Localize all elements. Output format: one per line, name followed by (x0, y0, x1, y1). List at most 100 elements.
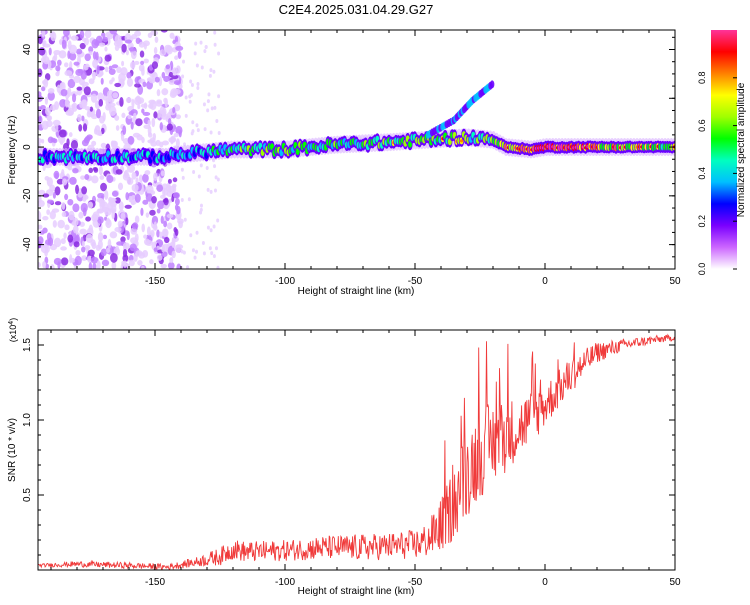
heatmap-cell (142, 173, 149, 183)
heatmap-cell (129, 61, 136, 69)
heatmap-cell (192, 169, 196, 174)
heatmap-cell (142, 249, 149, 258)
heatmap-cell (43, 43, 51, 48)
heatmap-cell (197, 174, 201, 179)
heatmap-cell (140, 60, 145, 65)
heatmap-cell (52, 220, 57, 228)
heatmap-cell (88, 167, 94, 174)
heatmap-cell (72, 168, 79, 174)
heatmap-cell (148, 103, 154, 109)
heatmap-cell (52, 192, 57, 199)
heatmap-cell (44, 107, 51, 116)
heatmap-cell (154, 76, 160, 83)
heatmap-cell (64, 98, 70, 108)
heatmap-cell (173, 227, 178, 233)
heatmap-cell (121, 43, 127, 53)
heatmap-cell (38, 47, 46, 56)
heatmap-cell (41, 40, 47, 45)
heatmap-cell (125, 49, 130, 56)
heatmap-cell (206, 108, 210, 113)
heatmap-cell (75, 249, 81, 256)
heatmap-cell (81, 115, 85, 122)
heatmap-cell (38, 36, 43, 45)
heatmap-cell (104, 66, 109, 73)
heatmap-cell (150, 140, 158, 147)
heatmap-cell (295, 148, 300, 156)
heatmap-cell (173, 132, 180, 138)
heatmap-cell (184, 95, 188, 100)
heatmap-cell (53, 257, 62, 266)
heatmap-cell (74, 255, 82, 266)
heatmap-cell (46, 209, 51, 215)
heatmap-cell (38, 262, 41, 268)
heatmap-cell (99, 175, 105, 180)
heatmap-cell (63, 30, 70, 37)
heatmap-cell (147, 119, 151, 127)
heatmap-cell (46, 177, 53, 187)
heatmap-cell (171, 239, 176, 248)
heatmap-cell (206, 187, 210, 192)
heatmap-cell (38, 106, 43, 111)
heatmap-cell (123, 260, 127, 268)
x-tick-label: -150 (145, 276, 165, 287)
heatmap-cell (213, 42, 217, 47)
heatmap-cell (69, 254, 73, 264)
heatmap-cell (112, 92, 119, 99)
heatmap-cell (159, 194, 166, 199)
heatmap-cell (81, 255, 88, 262)
heatmap-cell (68, 132, 73, 138)
heatmap-cell (118, 201, 124, 211)
heatmap-cell (125, 217, 129, 226)
heatmap-cell (70, 139, 79, 150)
x-tick-label: -100 (275, 276, 295, 287)
x-tick-label: -150 (145, 577, 165, 588)
heatmap-cell (143, 234, 148, 239)
heatmap-cell (130, 121, 134, 130)
heatmap-cell (191, 248, 195, 253)
y-tick-label: 1.0 (22, 413, 33, 427)
heatmap-cell (73, 241, 80, 248)
heatmap-cell (88, 262, 93, 269)
heatmap-cell (196, 82, 200, 87)
heatmap-cell (168, 71, 173, 78)
heatmap-cell (119, 97, 124, 107)
heatmap-cell (169, 257, 174, 264)
heatmap-cell (181, 59, 185, 64)
heatmap-cell (217, 51, 221, 56)
heatmap-cell (114, 115, 120, 121)
heatmap-cell (47, 88, 55, 94)
heatmap-cell (56, 59, 62, 66)
colorbar-tick-label: 0.4 (697, 167, 707, 180)
heatmap-cell (45, 263, 50, 269)
colorbar-scale (711, 30, 737, 269)
heatmap-cell (38, 236, 44, 245)
heatmap-cell (118, 72, 126, 83)
heatmap-cell (96, 64, 100, 75)
x-tick-label: -50 (408, 577, 423, 588)
heatmap-cell (184, 113, 188, 118)
heatmap-cell (165, 64, 171, 70)
heatmap-cell (81, 37, 87, 42)
heatmap-cell (129, 243, 137, 252)
heatmap-cell (50, 31, 57, 42)
heatmap-cell (89, 106, 94, 112)
heatmap-cell (111, 64, 119, 69)
heatmap-cell (191, 120, 195, 125)
heatmap-cell (81, 246, 86, 253)
heatmap-cell (117, 220, 123, 228)
heatmap-cell (204, 45, 208, 50)
heatmap-cell (43, 56, 50, 65)
heatmap-cell (49, 210, 56, 220)
heatmap-cell (54, 201, 62, 206)
heatmap-cell (99, 202, 106, 208)
heatmap-cell (217, 130, 221, 135)
heatmap-cell (82, 99, 88, 108)
heatmap-cell (489, 80, 495, 89)
heatmap-cell (150, 229, 155, 238)
heatmap-cell (104, 189, 109, 200)
heatmap-cell (72, 225, 79, 234)
heatmap-cell (77, 113, 82, 122)
heatmap-cell (199, 203, 203, 208)
heatmap-cell (88, 51, 93, 56)
heatmap-cell (78, 124, 83, 132)
